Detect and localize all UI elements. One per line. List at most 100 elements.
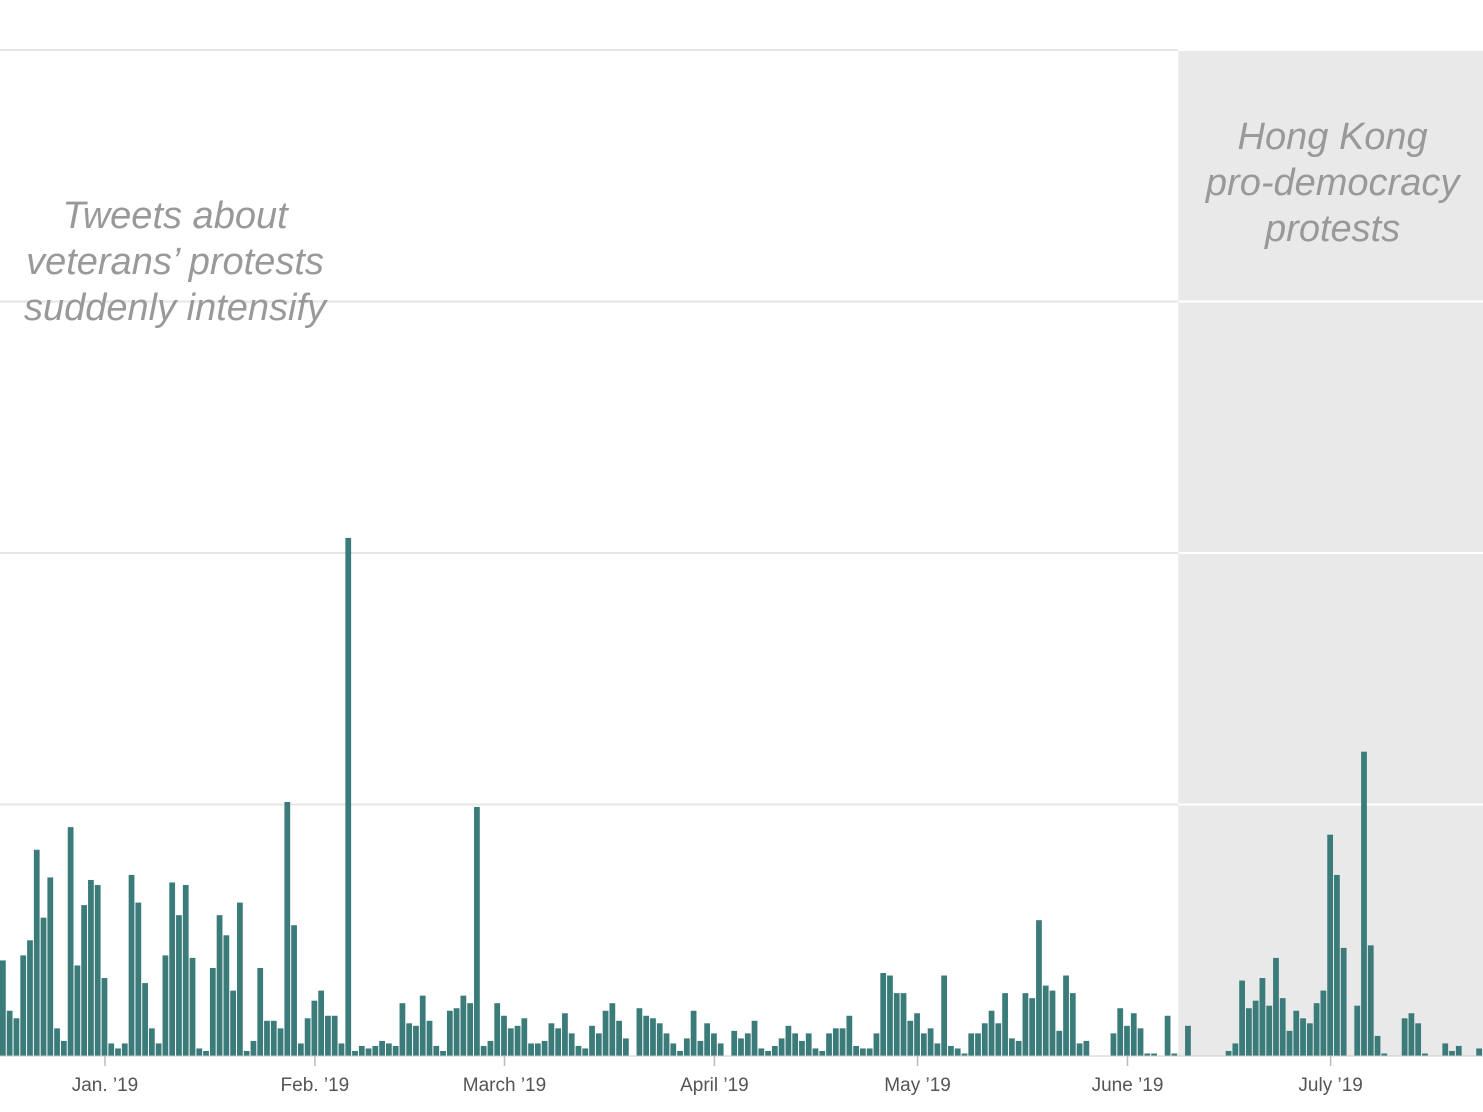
bar bbox=[1286, 1030, 1293, 1056]
bar bbox=[765, 1050, 771, 1056]
bar bbox=[128, 874, 135, 1056]
bar bbox=[907, 1020, 914, 1056]
bar bbox=[839, 1028, 846, 1056]
bar bbox=[142, 983, 148, 1056]
bar bbox=[1273, 957, 1279, 1056]
bar bbox=[115, 1048, 121, 1056]
bar bbox=[392, 1045, 399, 1056]
bar bbox=[277, 1028, 284, 1056]
bar bbox=[623, 1038, 629, 1056]
bar bbox=[419, 995, 426, 1056]
bar bbox=[13, 1018, 20, 1056]
bar bbox=[521, 1018, 528, 1056]
bar bbox=[182, 884, 189, 1056]
bar bbox=[860, 1048, 866, 1056]
bar bbox=[534, 1043, 541, 1056]
bar bbox=[927, 1028, 934, 1056]
bar bbox=[948, 1045, 954, 1056]
bar bbox=[433, 1045, 440, 1056]
bar bbox=[331, 1015, 338, 1056]
bar bbox=[250, 1040, 257, 1056]
bar bbox=[176, 915, 182, 1056]
bar bbox=[257, 967, 264, 1056]
bar bbox=[155, 1043, 162, 1056]
bar bbox=[264, 1020, 270, 1056]
bar bbox=[297, 1043, 304, 1056]
bar bbox=[6, 1010, 13, 1056]
bar bbox=[1151, 1053, 1157, 1056]
bar bbox=[74, 965, 81, 1056]
bar bbox=[1320, 990, 1327, 1056]
bar bbox=[1408, 1013, 1415, 1056]
bar bbox=[1110, 1033, 1117, 1056]
bar bbox=[792, 1033, 799, 1056]
bar bbox=[866, 1048, 873, 1056]
bar bbox=[270, 1020, 277, 1056]
bar bbox=[1124, 1025, 1130, 1056]
bars bbox=[0, 537, 1482, 1057]
bar bbox=[744, 1033, 751, 1056]
bar bbox=[880, 973, 887, 1056]
bar bbox=[1117, 1008, 1124, 1056]
bar bbox=[697, 1040, 704, 1056]
bar bbox=[501, 1015, 507, 1056]
bar bbox=[1401, 1018, 1408, 1056]
bar bbox=[961, 1053, 968, 1056]
bar bbox=[751, 1020, 758, 1056]
bar bbox=[1029, 998, 1036, 1056]
bar bbox=[54, 1028, 60, 1056]
bar bbox=[548, 1023, 555, 1056]
bar bbox=[1008, 1038, 1015, 1056]
bar bbox=[284, 801, 291, 1056]
bar bbox=[568, 1033, 575, 1056]
bar bbox=[1476, 1048, 1482, 1056]
annotation-hong-kong-protests: Hong Kong pro-democracy protests bbox=[1205, 116, 1461, 250]
bar bbox=[609, 1003, 616, 1056]
bar bbox=[40, 917, 47, 1056]
bar bbox=[1042, 985, 1049, 1056]
bar bbox=[223, 935, 230, 1056]
bar bbox=[853, 1045, 859, 1056]
bar bbox=[887, 975, 893, 1056]
bar bbox=[690, 1010, 697, 1056]
bar bbox=[385, 1043, 392, 1056]
bar bbox=[47, 877, 54, 1056]
bar bbox=[494, 1003, 501, 1056]
bar bbox=[467, 1003, 474, 1056]
bar bbox=[900, 993, 907, 1057]
bar bbox=[1340, 947, 1347, 1056]
bar bbox=[826, 1033, 832, 1056]
bar bbox=[209, 967, 216, 1056]
bar bbox=[1306, 1023, 1313, 1056]
bar bbox=[914, 1013, 920, 1056]
bar bbox=[711, 1033, 717, 1056]
bar bbox=[446, 1010, 453, 1056]
bar bbox=[846, 1015, 853, 1056]
bar bbox=[616, 1020, 622, 1056]
bar bbox=[60, 1040, 67, 1056]
bar bbox=[33, 849, 40, 1056]
bar bbox=[237, 902, 243, 1056]
bar bbox=[981, 1023, 988, 1056]
bar bbox=[1293, 1010, 1300, 1056]
bar bbox=[1130, 1013, 1137, 1056]
bar bbox=[27, 940, 33, 1056]
bar bbox=[406, 1023, 413, 1056]
x-tick-label: June ’19 bbox=[1092, 1075, 1164, 1096]
bar bbox=[1266, 1005, 1273, 1056]
bar bbox=[345, 537, 352, 1056]
bar bbox=[1449, 1050, 1455, 1056]
bar bbox=[771, 1045, 778, 1056]
annotation-line: pro-democracy bbox=[1205, 162, 1461, 204]
bar bbox=[812, 1048, 819, 1056]
bar bbox=[230, 990, 237, 1056]
bar bbox=[1083, 1040, 1090, 1056]
annotations: Tweets about veterans’ protests suddenly i… bbox=[24, 116, 1461, 329]
bar bbox=[453, 1008, 460, 1056]
bar bbox=[731, 1030, 738, 1056]
bar bbox=[304, 1018, 311, 1056]
bar bbox=[135, 902, 142, 1056]
bar bbox=[474, 807, 480, 1056]
bar bbox=[1422, 1053, 1428, 1056]
bar bbox=[1279, 998, 1286, 1056]
